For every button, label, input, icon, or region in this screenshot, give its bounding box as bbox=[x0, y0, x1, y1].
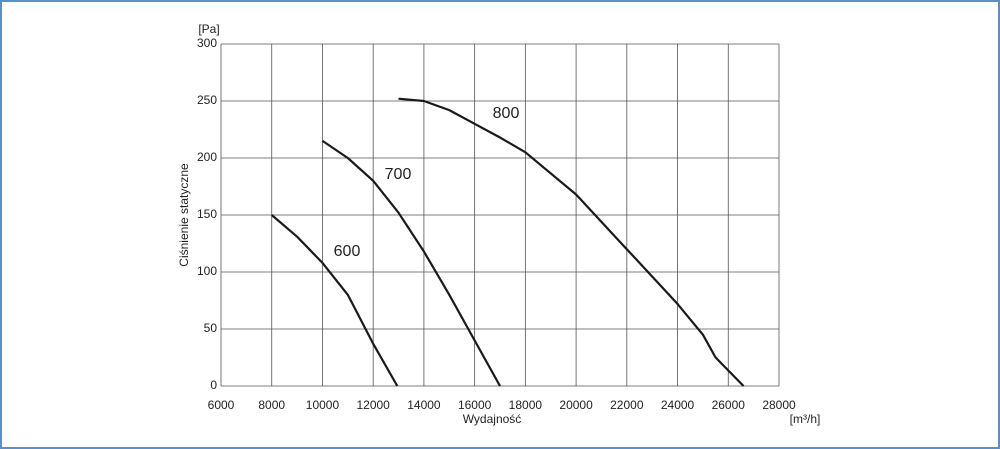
x-tick-label: 16000 bbox=[458, 398, 492, 412]
x-unit: [m³/h] bbox=[790, 412, 821, 426]
y-unit: [Pa] bbox=[198, 22, 219, 36]
x-tick-label: 22000 bbox=[610, 398, 644, 412]
series-label: 800 bbox=[493, 105, 520, 122]
series-label: 700 bbox=[385, 166, 412, 183]
y-tick-label: 150 bbox=[197, 207, 217, 221]
x-tick-label: 26000 bbox=[712, 398, 746, 412]
series-label: 600 bbox=[334, 243, 361, 260]
y-tick-label: 100 bbox=[197, 264, 217, 278]
x-tick-label: 6000 bbox=[208, 398, 235, 412]
y-tick-label: 50 bbox=[204, 321, 218, 335]
x-tick-label: 20000 bbox=[559, 398, 593, 412]
x-tick-label: 18000 bbox=[509, 398, 543, 412]
fan-curve bbox=[398, 97, 745, 387]
x-tick-label: 24000 bbox=[661, 398, 695, 412]
y-axis-label: Ciśnienie statyczne bbox=[177, 163, 191, 267]
x-tick-label: 10000 bbox=[306, 398, 340, 412]
fan-curve bbox=[321, 139, 501, 387]
x-axis-label: Wydajność bbox=[463, 412, 522, 426]
x-tick-label: 28000 bbox=[762, 398, 796, 412]
y-tick-label: 200 bbox=[197, 150, 217, 164]
fan-curve bbox=[270, 214, 399, 387]
x-tick-label: 12000 bbox=[356, 398, 390, 412]
y-tick-label: 0 bbox=[210, 378, 217, 392]
x-tick-label: 8000 bbox=[258, 398, 285, 412]
y-tick-label: 250 bbox=[197, 93, 217, 107]
x-tick-label: 14000 bbox=[407, 398, 441, 412]
y-tick-label: 300 bbox=[197, 36, 217, 50]
